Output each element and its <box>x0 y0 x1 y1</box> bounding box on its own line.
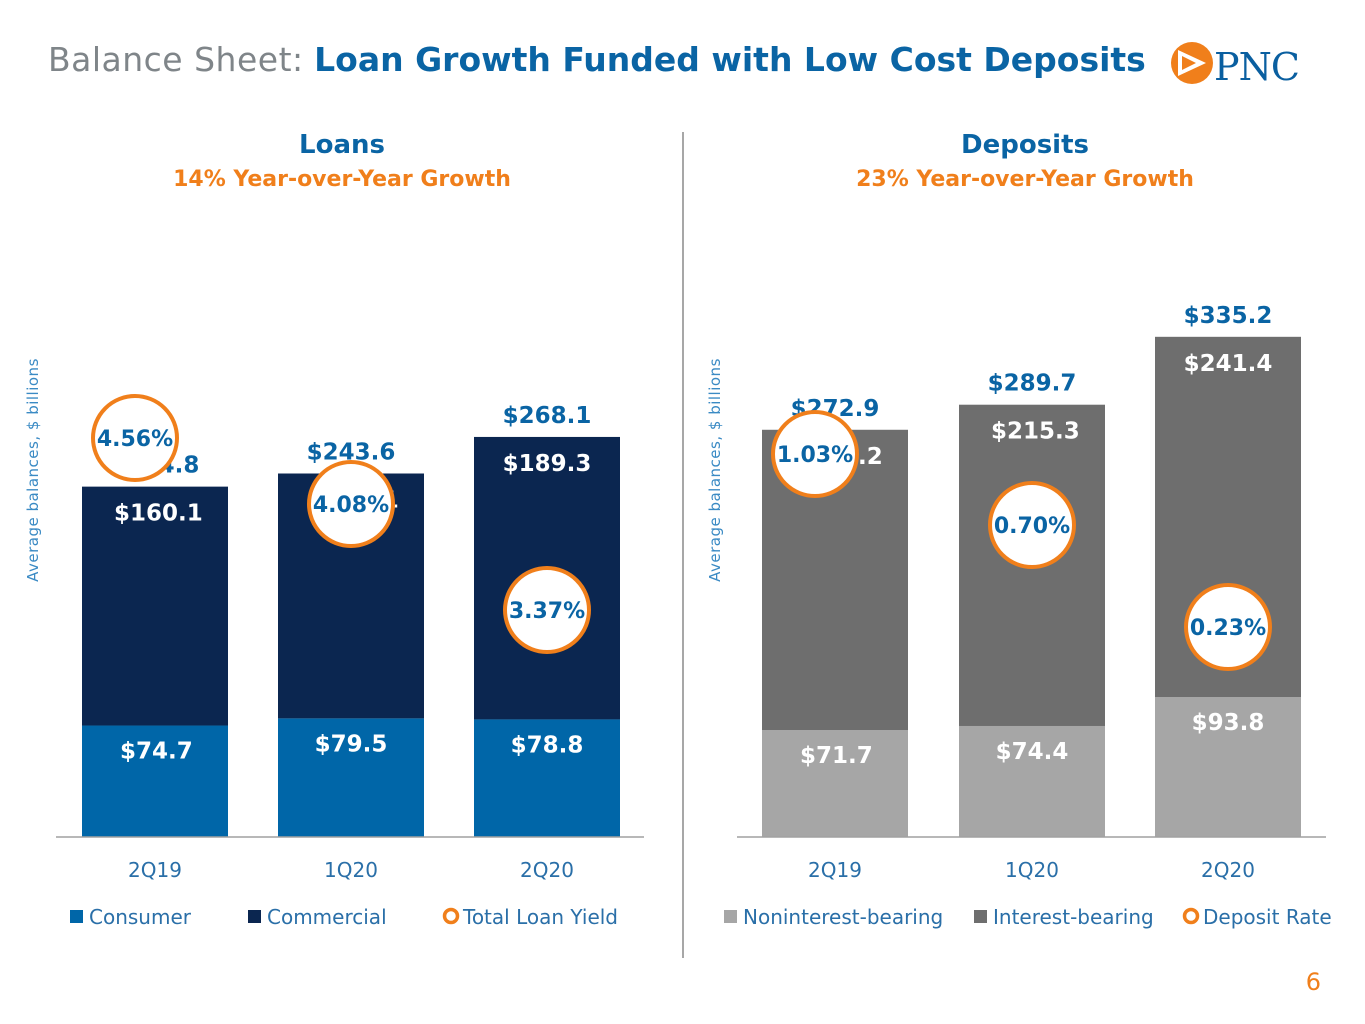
deposits-legend-swatch-interest-bearing <box>974 910 987 923</box>
deposits-label-total-1q20: $289.7 <box>988 371 1077 397</box>
loans-legend-swatch-consumer <box>70 910 83 923</box>
deposits-label-bottom-2q19: $71.7 <box>800 743 873 769</box>
deposits-rate-label-2q20: 0.23% <box>1190 616 1266 641</box>
loans-x-tick-1q20: 1Q20 <box>324 858 378 882</box>
loans-x-tick-2q20: 2Q20 <box>520 858 574 882</box>
deposits-bar-noninterest-bearing-1q20 <box>959 725 1105 837</box>
loans-legend-total-loan-yield: Total Loan Yield <box>462 905 618 929</box>
deposits-x-tick-2q19: 2Q19 <box>808 858 862 882</box>
loans-label-bottom-2q19: $74.7 <box>120 739 193 765</box>
loans-chart-title: Loans <box>299 130 385 160</box>
deposits-legend-noninterest-bearing: Noninterest-bearing <box>743 905 943 929</box>
deposits-legend-interest-bearing: Interest-bearing <box>993 905 1154 929</box>
pnc-logo: PNC <box>1171 42 1300 89</box>
loans-legend-swatch-commercial <box>248 910 261 923</box>
loans-y-axis-label: Average balances, $ billions <box>24 358 42 582</box>
deposits-chart-title: Deposits <box>961 130 1089 160</box>
deposits-bar-noninterest-bearing-2q19 <box>762 730 908 837</box>
deposits-x-tick-1q20: 1Q20 <box>1005 858 1059 882</box>
deposits-label-bottom-1q20: $74.4 <box>996 739 1069 765</box>
page-title: Balance Sheet: Loan Growth Funded with L… <box>48 40 1146 79</box>
loans-rate-label-2q19: 4.56% <box>97 427 173 452</box>
deposits-y-axis-label: Average balances, $ billions <box>706 358 724 582</box>
loans-bar-consumer-1q20 <box>278 718 424 837</box>
deposits-rate-label-1q20: 0.70% <box>994 514 1070 539</box>
deposits-rate-label-2q19: 1.03% <box>777 443 853 468</box>
deposits-rate-marker-2q19 <box>771 410 859 498</box>
loans-rate-marker-1q20 <box>307 460 395 548</box>
loans-label-bottom-1q20: $79.5 <box>315 731 388 757</box>
loans-legend-consumer: Consumer <box>89 905 192 929</box>
title-main: Loan Growth Funded with Low Cost Deposit… <box>314 40 1146 79</box>
loans-rate-marker-2q19 <box>91 394 179 482</box>
pnc-triangle-icon <box>1171 42 1213 84</box>
page-number: 6 <box>1305 968 1321 996</box>
deposits-label-total-2q20: $335.2 <box>1184 303 1273 329</box>
loans-rate-label-1q20: 4.08% <box>313 493 389 518</box>
deposits-label-bottom-2q20: $93.8 <box>1192 710 1265 736</box>
deposits-rate-marker-2q20 <box>1184 583 1272 671</box>
deposits-label-top-2q20: $241.4 <box>1184 351 1273 377</box>
loans-legend-swatch-total-loan-yield <box>442 907 460 925</box>
loans-bar-consumer-2q19 <box>82 725 228 837</box>
loans-panel: Loans 14% Year-over-Year Growth Average ba… <box>24 130 644 929</box>
loans-rate-label-2q20: 3.37% <box>509 599 585 624</box>
loans-label-top-2q19: $160.1 <box>114 501 203 527</box>
deposits-legend-swatch-deposit-rate <box>1182 907 1200 925</box>
deposits-x-tick-2q20: 2Q20 <box>1201 858 1255 882</box>
loans-bar-consumer-2q20 <box>474 719 620 837</box>
loans-rate-marker-2q20 <box>503 566 591 654</box>
deposits-rate-marker-1q20 <box>988 481 1076 569</box>
deposits-label-top-1q20: $215.3 <box>991 419 1080 445</box>
loans-label-bottom-2q20: $78.8 <box>511 732 584 758</box>
deposits-bar-noninterest-bearing-2q20 <box>1155 697 1301 837</box>
loans-chart-subtitle: 14% Year-over-Year Growth <box>173 167 511 192</box>
loans-label-total-2q20: $268.1 <box>503 403 592 429</box>
loans-legend-commercial: Commercial <box>267 905 387 929</box>
deposits-panel: Deposits 23% Year-over-Year Growth Average… <box>706 130 1332 929</box>
deposits-chart-subtitle: 23% Year-over-Year Growth <box>856 167 1194 192</box>
loans-bar-commercial-2q19 <box>82 486 228 726</box>
title-prefix: Balance Sheet: <box>48 40 304 79</box>
deposits-legend-deposit-rate: Deposit Rate <box>1203 905 1332 929</box>
deposits-legend-swatch-noninterest-bearing <box>724 910 737 923</box>
loans-label-top-2q20: $189.3 <box>503 451 592 477</box>
logo-text: PNC <box>1214 45 1299 89</box>
loans-x-tick-2q19: 2Q19 <box>128 858 182 882</box>
